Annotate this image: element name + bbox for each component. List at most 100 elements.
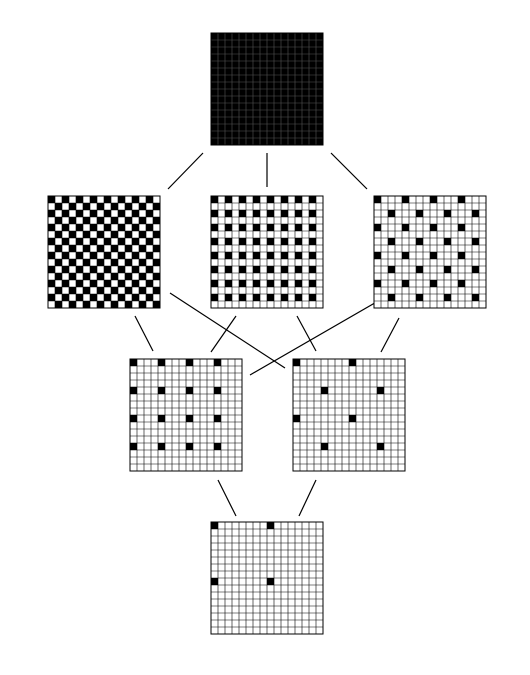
filled-cell — [239, 33, 246, 40]
filled-cell — [295, 210, 302, 217]
filled-cell — [76, 252, 83, 259]
lattice-border — [373, 195, 487, 309]
filled-cell — [253, 89, 260, 96]
filled-cell — [416, 266, 423, 273]
filled-cell — [316, 131, 323, 138]
filled-cell — [288, 89, 295, 96]
filled-cell — [288, 40, 295, 47]
filled-cell — [211, 33, 218, 40]
filled-cell — [458, 224, 465, 231]
filled-cell — [90, 238, 97, 245]
filled-cell — [232, 89, 239, 96]
filled-cell — [218, 89, 225, 96]
filled-cell — [118, 252, 125, 259]
filled-cell — [232, 33, 239, 40]
filled-cell — [458, 252, 465, 259]
filled-cell — [267, 131, 274, 138]
filled-cell — [267, 82, 274, 89]
filled-cell — [139, 301, 146, 308]
filled-cell — [104, 224, 111, 231]
filled-cell — [281, 103, 288, 110]
filled-cell — [295, 61, 302, 68]
filled-cell — [211, 96, 218, 103]
filled-cell — [253, 61, 260, 68]
filled-cell — [274, 96, 281, 103]
filled-cell — [274, 33, 281, 40]
filled-cell — [225, 252, 232, 259]
filled-cell — [232, 103, 239, 110]
filled-cell — [295, 238, 302, 245]
filled-cell — [295, 252, 302, 259]
filled-cell — [218, 61, 225, 68]
filled-cell — [153, 301, 160, 308]
filled-cell — [246, 75, 253, 82]
filled-cell — [225, 68, 232, 75]
filled-cell — [69, 301, 76, 308]
filled-cell — [295, 75, 302, 82]
filled-cell — [125, 259, 132, 266]
filled-cell — [302, 124, 309, 131]
filled-cell — [281, 110, 288, 117]
lattice-low-left — [129, 358, 243, 472]
filled-cell — [295, 33, 302, 40]
filled-cell — [90, 294, 97, 301]
filled-cell — [211, 252, 218, 259]
filled-cell — [239, 124, 246, 131]
filled-cell — [274, 89, 281, 96]
filled-cell — [253, 210, 260, 217]
filled-cell — [146, 266, 153, 273]
filled-cell — [374, 196, 381, 203]
filled-cell — [246, 110, 253, 117]
filled-cell — [218, 117, 225, 124]
edge-mid-center-to-low-left — [210, 315, 237, 353]
edges-layer — [134, 152, 400, 517]
filled-cell — [139, 217, 146, 224]
filled-cell — [62, 238, 69, 245]
filled-cell — [274, 61, 281, 68]
filled-cell — [76, 294, 83, 301]
filled-cell — [316, 54, 323, 61]
filled-cell — [309, 131, 316, 138]
filled-cell — [186, 415, 193, 422]
filled-cell — [293, 359, 300, 366]
filled-cell — [104, 280, 111, 287]
filled-cell — [267, 75, 274, 82]
filled-cell — [253, 252, 260, 259]
filled-cell — [76, 238, 83, 245]
filled-cell — [309, 196, 316, 203]
filled-cell — [309, 266, 316, 273]
filled-cell — [302, 33, 309, 40]
filled-cell — [316, 40, 323, 47]
filled-cell — [288, 33, 295, 40]
filled-cell — [132, 224, 139, 231]
edge-mid-left-to-low-left — [134, 315, 154, 352]
filled-cell — [211, 210, 218, 217]
filled-cell — [302, 131, 309, 138]
filled-cell — [211, 47, 218, 54]
filled-cell — [139, 231, 146, 238]
filled-cell — [225, 266, 232, 273]
filled-cell — [130, 443, 137, 450]
filled-cell — [253, 196, 260, 203]
filled-cell — [211, 82, 218, 89]
filled-cell — [309, 68, 316, 75]
filled-cell — [232, 96, 239, 103]
filled-cell — [55, 259, 62, 266]
filled-cell — [316, 75, 323, 82]
filled-cell — [225, 96, 232, 103]
filled-cell — [302, 138, 309, 145]
filled-cell — [274, 117, 281, 124]
filled-cell — [239, 40, 246, 47]
filled-cell — [309, 138, 316, 145]
filled-cell — [309, 117, 316, 124]
filled-cell — [472, 238, 479, 245]
filled-cell — [295, 224, 302, 231]
filled-cell — [225, 224, 232, 231]
filled-cell — [225, 47, 232, 54]
filled-cell — [267, 252, 274, 259]
filled-cell — [309, 294, 316, 301]
filled-cell — [274, 75, 281, 82]
filled-cell — [253, 103, 260, 110]
filled-cell — [83, 259, 90, 266]
filled-cell — [316, 103, 323, 110]
